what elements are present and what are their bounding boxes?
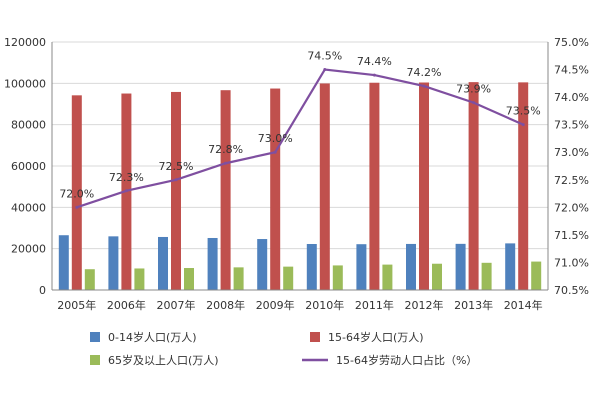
ratio-data-label: 73.0% — [258, 132, 293, 145]
ratio-point — [472, 101, 476, 105]
y-right-tick-label: 73.5% — [554, 119, 589, 132]
legend-label: 0-14岁人口(万人) — [108, 330, 197, 344]
ratio-data-label: 72.8% — [208, 143, 243, 156]
bar — [468, 82, 479, 291]
y-right-tick-label: 70.5% — [554, 284, 589, 297]
bar — [369, 82, 380, 290]
ratio-point — [372, 73, 376, 77]
bar — [319, 83, 330, 291]
y-right-tick-label: 71.0% — [554, 256, 589, 269]
ratio-point — [323, 68, 327, 72]
ratio-data-label: 74.5% — [307, 50, 342, 63]
y-left-tick-label: 120000 — [4, 36, 46, 49]
bar — [71, 95, 82, 290]
bar — [158, 236, 168, 290]
y-right-tick-label: 71.5% — [554, 229, 589, 242]
y-right-tick-label: 73.0% — [554, 146, 589, 159]
bar — [518, 82, 529, 290]
bar — [406, 243, 416, 290]
bar — [134, 268, 145, 290]
y-right-tick-label: 74.5% — [554, 64, 589, 77]
bar — [419, 82, 429, 291]
ratio-point — [224, 161, 228, 165]
bar — [220, 90, 231, 290]
y-left-tick-label: 20000 — [11, 243, 46, 256]
bar — [455, 243, 466, 290]
axes: 0 20000 40000 60000 80000 100000 120000 70.5% 71… — [4, 36, 589, 312]
bar — [257, 239, 268, 290]
ratio-point — [75, 205, 79, 209]
bar — [171, 91, 181, 291]
ratio-data-label: 72.0% — [59, 187, 94, 200]
y-right-tick-label: 75.0% — [554, 36, 589, 49]
legend-swatch — [310, 332, 320, 342]
ratio-line-path — [76, 68, 524, 209]
bar — [58, 235, 69, 290]
bar — [108, 236, 119, 290]
bars — [58, 82, 542, 291]
y-left-tick-label: 100000 — [4, 77, 46, 90]
ratio-data-label: 74.2% — [407, 66, 442, 79]
legend-label: 65岁及以上人口(万人) — [108, 353, 219, 367]
legend-label: 15-64岁人口(万人) — [328, 330, 424, 344]
data-labels: 72.0% 72.3% 72.5% 72.8% 73.0% 74.5% 74.4% 74.2%… — [59, 50, 540, 201]
x-tick-label: 2005年 — [57, 298, 96, 312]
x-tick-label: 2013年 — [454, 298, 493, 312]
bar — [432, 263, 442, 290]
bar — [283, 266, 294, 290]
bar — [505, 243, 516, 290]
x-tick-label: 2010年 — [305, 298, 344, 312]
ratio-data-label: 73.5% — [506, 105, 541, 118]
bar — [531, 261, 542, 290]
legend-label: 15-64岁劳动人口占比（%） — [336, 353, 477, 367]
legend-swatch — [90, 355, 100, 365]
bar — [84, 269, 95, 290]
y-right-tick-label: 72.0% — [554, 201, 589, 214]
ratio-point — [422, 84, 426, 88]
ratio-point — [124, 189, 128, 193]
legend: 0-14岁人口(万人) 15-64岁人口(万人) 65岁及以上人口(万人) 15-64… — [90, 330, 477, 367]
y-left-tick-label: 80000 — [11, 119, 46, 132]
y-right-tick-label: 72.5% — [554, 174, 589, 187]
ratio-point — [273, 150, 277, 154]
x-tick-label: 2014年 — [504, 298, 543, 312]
ratio-data-label: 74.4% — [357, 55, 392, 68]
gridlines — [52, 41, 548, 291]
y-left-tick-label: 40000 — [11, 201, 46, 214]
ratio-line — [75, 68, 525, 209]
x-tick-label: 2006年 — [107, 298, 146, 312]
legend-swatch — [90, 332, 100, 342]
x-tick-label: 2009年 — [256, 298, 295, 312]
x-tick-label: 2008年 — [206, 298, 245, 312]
ratio-data-label: 73.9% — [456, 83, 491, 96]
x-tick-label: 2011年 — [355, 298, 394, 312]
bar — [481, 262, 492, 290]
bar — [356, 244, 367, 290]
y-left-tick-label: 60000 — [11, 160, 46, 173]
bar — [233, 267, 244, 290]
bar — [382, 264, 393, 290]
bar — [306, 243, 317, 290]
ratio-data-label: 72.3% — [109, 171, 144, 184]
x-tick-label: 2007年 — [157, 298, 196, 312]
bar — [207, 237, 218, 290]
ratio-data-label: 72.5% — [159, 160, 194, 173]
ratio-point — [174, 178, 178, 182]
bar — [184, 268, 194, 290]
y-left-tick-label: 0 — [39, 284, 46, 297]
y-right-tick-label: 74.0% — [554, 91, 589, 104]
ratio-point — [521, 123, 525, 127]
bar — [270, 88, 281, 290]
bar — [332, 265, 343, 290]
x-tick-label: 2012年 — [405, 298, 444, 312]
